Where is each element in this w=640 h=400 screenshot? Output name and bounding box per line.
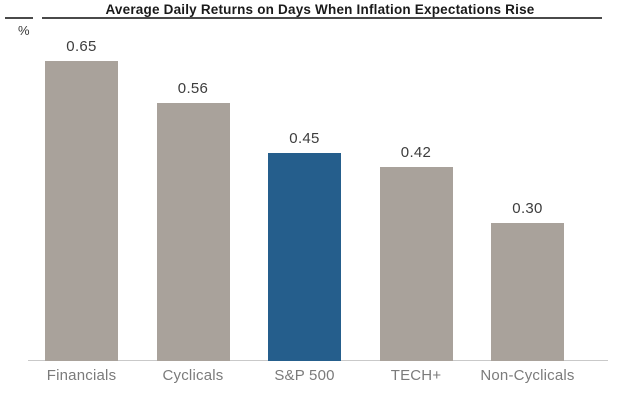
bar-category-label: Cyclicals	[162, 367, 224, 384]
bar-value-label: 0.45	[289, 130, 320, 147]
bar-tech-	[379, 167, 453, 361]
bar-value-label: 0.65	[66, 38, 97, 55]
bar-value-label: 0.56	[177, 80, 209, 97]
bar-value-label: 0.30	[512, 200, 543, 217]
title-underline-left-segment	[5, 17, 33, 19]
bar-cyclicals	[156, 103, 230, 361]
title-underline	[42, 17, 602, 19]
bar-category-label: S&P 500	[274, 367, 335, 384]
chart-title: Average Daily Returns on Days When Infla…	[105, 2, 535, 17]
y-axis-unit-label: %	[18, 23, 30, 38]
bar-category-label: Financials	[46, 367, 117, 384]
bar-category-label: TECH+	[390, 367, 442, 384]
bar-non-cyclicals	[491, 223, 564, 361]
bar-financials	[45, 61, 118, 361]
bar-value-label: 0.42	[400, 144, 432, 161]
bar-s-p-500	[268, 153, 341, 361]
bar-category-label: Non-Cyclicals	[480, 367, 575, 384]
